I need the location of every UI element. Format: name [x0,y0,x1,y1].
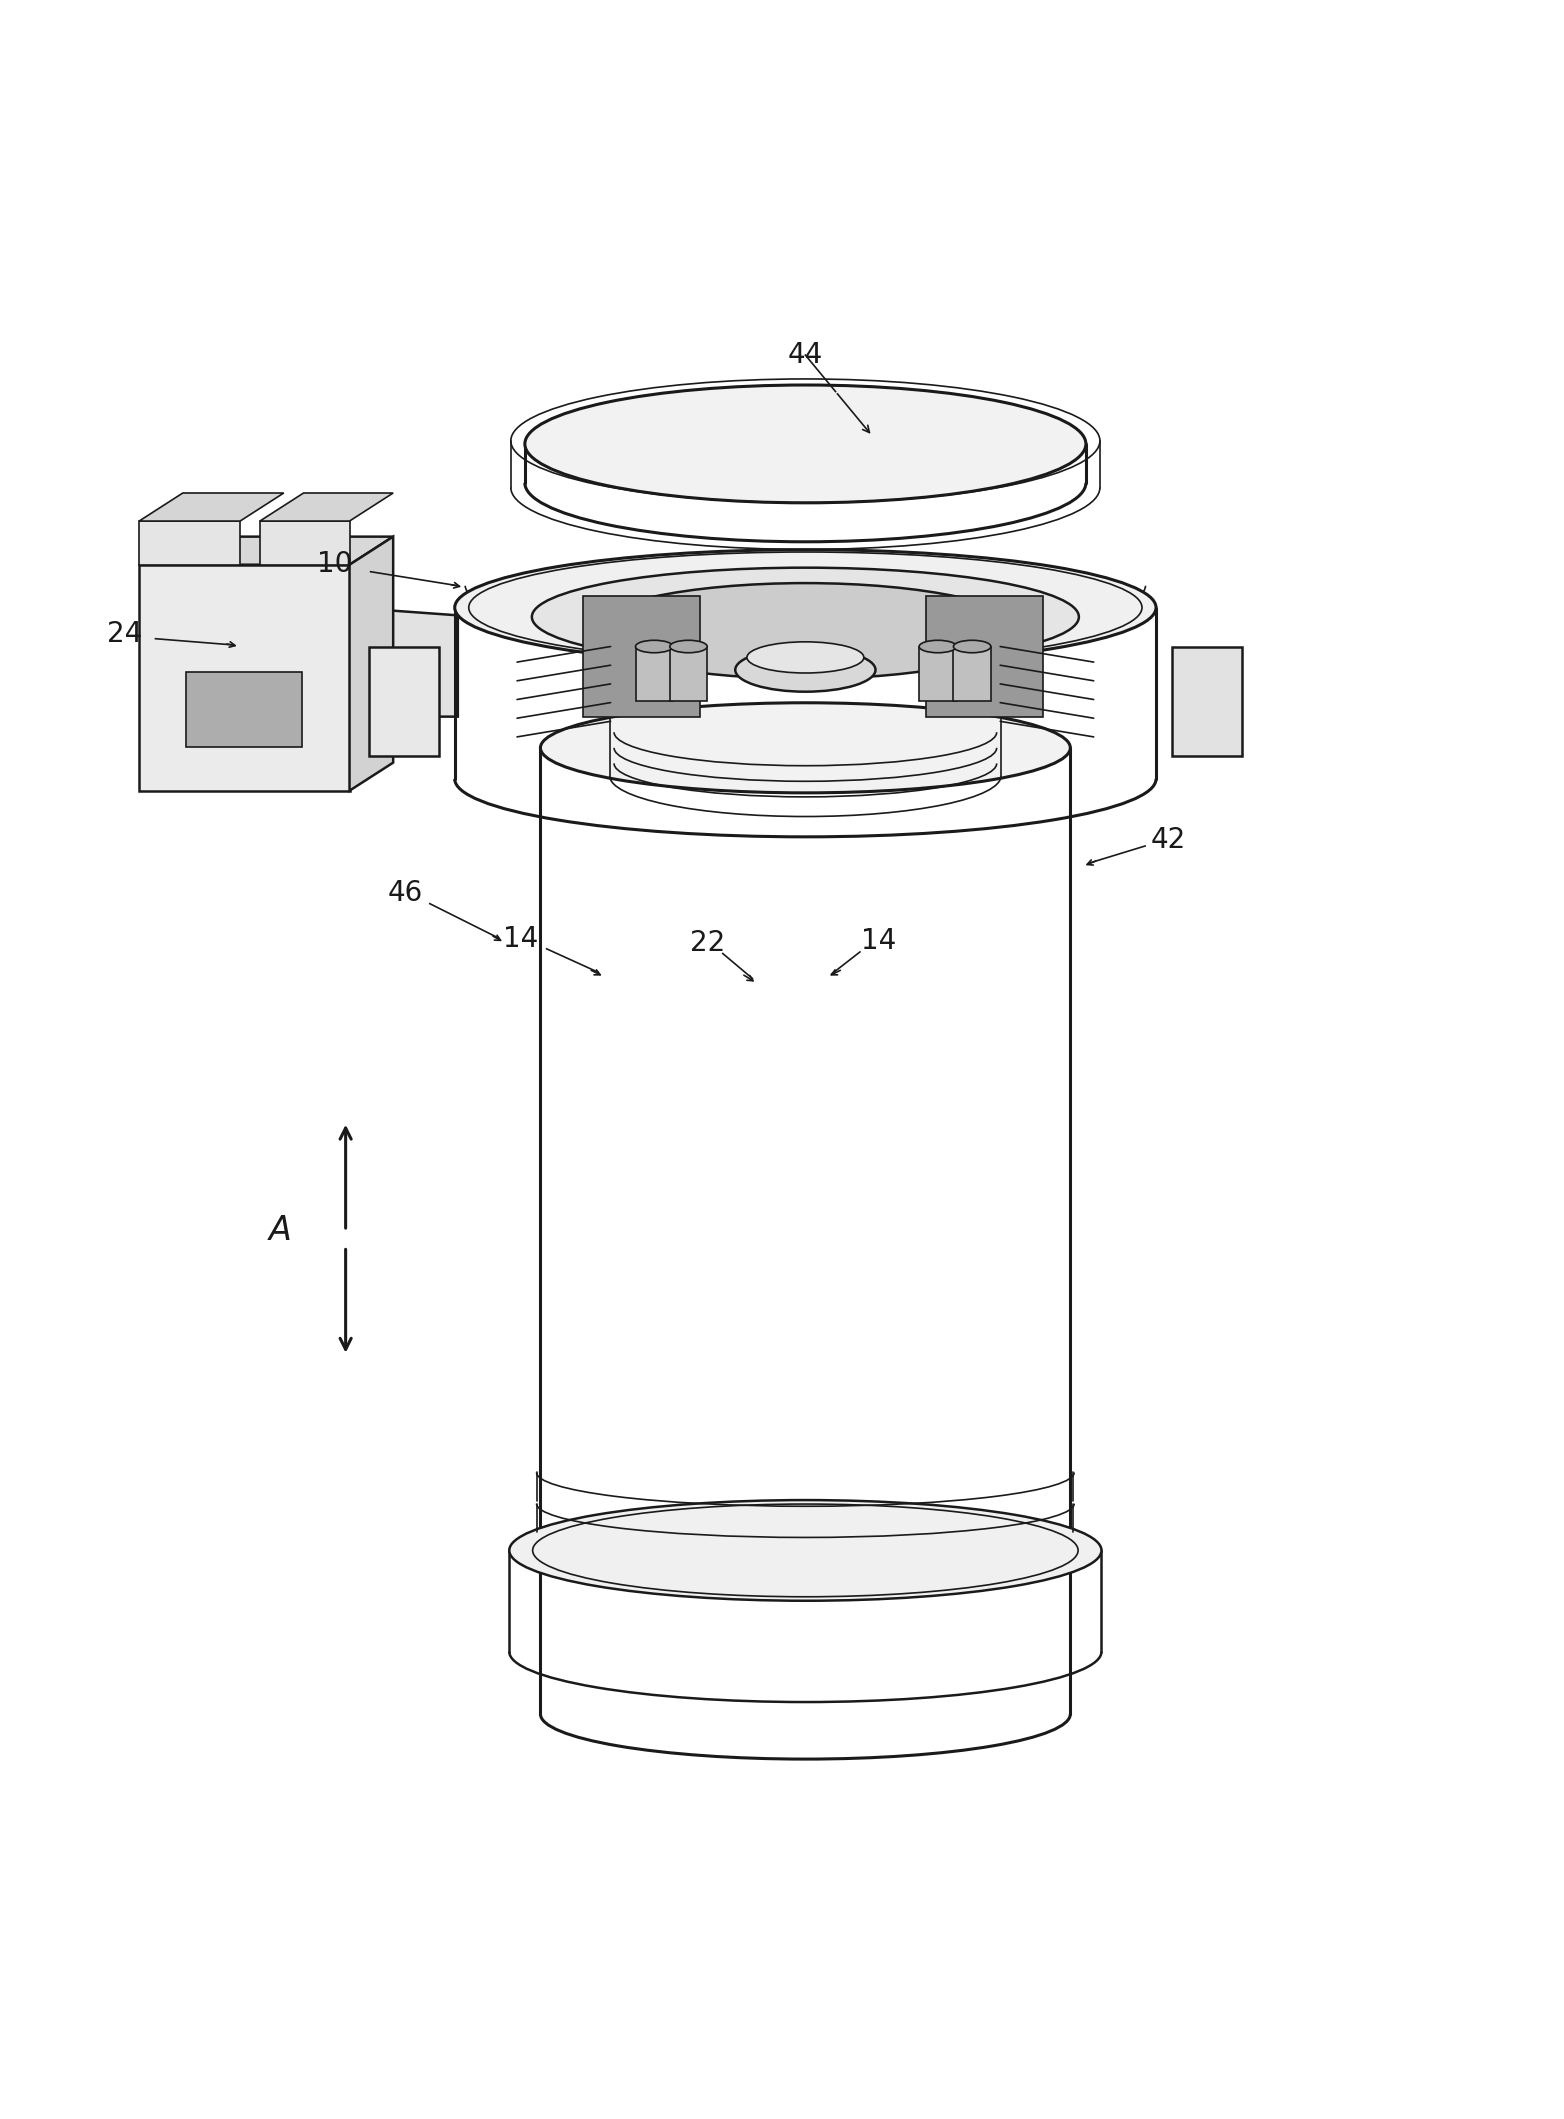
Text: 22: 22 [690,928,724,956]
Ellipse shape [588,583,1023,678]
Ellipse shape [735,648,876,691]
Polygon shape [186,672,302,748]
Text: A: A [269,1214,291,1248]
Polygon shape [635,646,673,701]
Polygon shape [260,494,393,521]
Polygon shape [1171,646,1242,756]
Polygon shape [139,564,349,790]
Polygon shape [139,521,241,564]
Polygon shape [926,595,1043,716]
Polygon shape [349,610,458,716]
Text: 24: 24 [106,621,142,648]
Polygon shape [583,595,701,716]
Text: 44: 44 [788,341,823,369]
Polygon shape [260,521,349,564]
Ellipse shape [526,386,1085,502]
Ellipse shape [532,568,1079,665]
Text: 46: 46 [388,879,422,907]
Text: 42: 42 [1151,826,1186,854]
Polygon shape [920,646,957,701]
Ellipse shape [954,640,992,653]
Ellipse shape [748,642,863,674]
Ellipse shape [510,1500,1101,1600]
Text: 10: 10 [317,551,352,578]
Ellipse shape [455,549,1156,665]
Polygon shape [669,646,707,701]
Polygon shape [139,536,393,564]
Ellipse shape [669,640,707,653]
Text: 14: 14 [862,926,896,956]
Ellipse shape [635,640,673,653]
Ellipse shape [920,640,957,653]
Text: 14: 14 [502,926,538,954]
Polygon shape [954,646,992,701]
Ellipse shape [541,704,1070,793]
Polygon shape [349,536,393,790]
Polygon shape [369,646,439,756]
Polygon shape [139,494,283,521]
